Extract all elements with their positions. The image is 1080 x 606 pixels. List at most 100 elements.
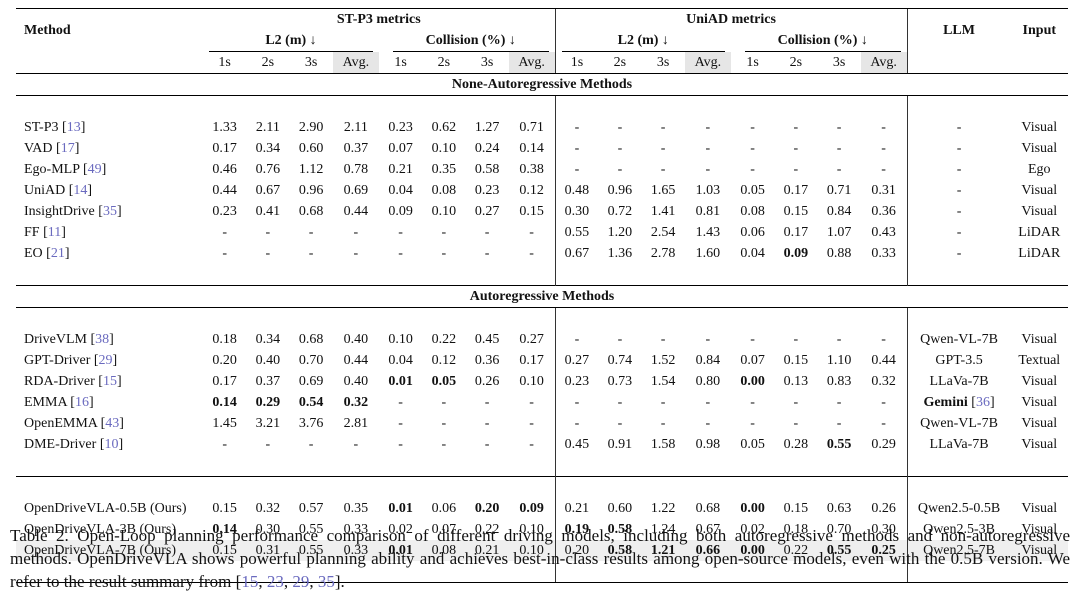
metric-cell: 2.54 (650, 225, 676, 240)
metric-cell: 0.07 (388, 141, 413, 156)
metric-cell: 0.10 (388, 332, 413, 347)
metric-cell: 0.38 (519, 162, 544, 177)
metric-cell: - (660, 141, 666, 156)
llm-label: - (956, 183, 962, 198)
citation-link[interactable]: 36 (975, 395, 990, 410)
citation-link[interactable]: 13 (66, 120, 81, 135)
metric-cell: 0.40 (343, 332, 369, 347)
citation-link[interactable]: 43 (105, 416, 120, 431)
metric-cell: 0.18 (783, 522, 809, 537)
metric-cell: 0.60 (298, 141, 324, 156)
method-label: VAD (24, 141, 53, 156)
metric-cell: - (793, 332, 799, 347)
citation-link[interactable]: 10 (104, 437, 119, 452)
citation-link[interactable]: 14 (73, 183, 88, 198)
metric-cell: 2.90 (298, 120, 324, 135)
citation-link[interactable]: 17 (60, 141, 75, 156)
citation-link[interactable]: 35 (102, 204, 117, 219)
metric-cell: - (881, 162, 886, 177)
citation-link[interactable]: 29 (292, 572, 310, 591)
citation-link[interactable]: 29 (98, 353, 113, 368)
header-uniad-collision: Collision (%) ↓ (745, 30, 901, 52)
metric-cell: 0.68 (695, 501, 721, 516)
citation-link[interactable]: 35 (317, 572, 335, 591)
caption-text: ]. (334, 572, 345, 591)
metric-cell: 0.15 (203, 540, 247, 561)
llm-label: Gemini (923, 395, 968, 410)
metric-cell: 0.35 (343, 501, 369, 516)
metric-cell: - (660, 332, 666, 347)
metric-cell: 0.02 (740, 522, 765, 537)
input-cell: Visual (1021, 204, 1058, 219)
method-label: OpenDriveVLA-7B (Ours) (24, 543, 177, 558)
horizon-header: Avg. (684, 52, 731, 74)
citation-link[interactable]: 23 (266, 572, 284, 591)
metric-cell: - (398, 395, 403, 410)
metric-cell: - (617, 332, 623, 347)
citation-link[interactable]: 15 (241, 572, 259, 591)
metric-cell: 0.67 (554, 243, 599, 264)
metric-cell: 1.03 (695, 183, 721, 198)
metric-cell: 1.41 (650, 204, 676, 219)
citation-link[interactable]: 21 (50, 246, 65, 261)
metric-cell: 0.44 (343, 204, 369, 219)
method-name: OpenEMMA [43] (24, 416, 124, 431)
metric-cell: - (881, 120, 886, 135)
llm-label: - (956, 204, 962, 219)
table-row: OpenDriveVLA-0.5B (Ours) 0.15 0.32 0.57 0.35… (16, 498, 1068, 519)
metric-cell: 0.17 (212, 374, 237, 389)
metric-cell: 0.04 (388, 183, 413, 198)
metric-cell: 0.14 (212, 395, 237, 410)
citation-link[interactable]: 15 (102, 374, 117, 389)
metric-cell: - (554, 392, 599, 413)
input-cell: Visual (1021, 522, 1058, 537)
metric-cell: 0.62 (431, 120, 457, 135)
horizon-header: 3s (289, 52, 333, 74)
llm-cell: - (906, 222, 1011, 243)
metric-cell: 0.48 (554, 180, 599, 201)
llm-label: - (956, 225, 962, 240)
metric-cell: 0.05 (431, 374, 457, 389)
metric-cell: - (750, 416, 755, 431)
citation-link[interactable]: 11 (47, 225, 62, 240)
caption-text: Table 2. Open-Loop planning performance … (10, 526, 1070, 591)
metric-cell: - (554, 329, 599, 350)
method-name: EO [21] (24, 246, 70, 261)
table-row: OpenDriveVLA-3B (Ours) 0.14 0.30 0.55 0.33 0.… (16, 519, 1068, 540)
citation-link[interactable]: 38 (95, 332, 110, 347)
metric-cell: 0.14 (212, 522, 237, 537)
metric-cell: 0.33 (332, 540, 379, 561)
metric-cell: 0.23 (212, 204, 237, 219)
metric-cell: - (881, 332, 886, 347)
citation-link[interactable]: 49 (87, 162, 102, 177)
metric-cell: 0.44 (212, 183, 237, 198)
metric-cell: - (617, 162, 623, 177)
metric-cell: 0.72 (607, 204, 633, 219)
method-label: OpenEMMA (24, 416, 98, 431)
metric-cell: - (793, 141, 799, 156)
metric-cell: - (793, 395, 799, 410)
metric-cell: - (265, 437, 271, 452)
horizon-row: 1s 2s 3s Avg. 1s 2s 3s Avg. 1s 2s 3s Avg. 1s 2s 3s Avg. (16, 52, 1068, 74)
metric-cell: 0.43 (871, 225, 896, 240)
llm-cell: - (906, 201, 1011, 222)
metric-cell: - (529, 416, 534, 431)
method-name: UniAD [14] (24, 183, 93, 198)
metric-cell: - (836, 162, 842, 177)
metric-cell: - (265, 225, 271, 240)
metric-cell: 0.10 (431, 141, 457, 156)
input-cell: Visual (1021, 141, 1058, 156)
input-cell: Visual (1021, 183, 1058, 198)
metric-cell: 0.71 (519, 120, 544, 135)
metric-cell: 0.78 (343, 162, 369, 177)
metric-cell: 0.34 (255, 332, 281, 347)
section-title: None-Autoregressive Methods (16, 73, 1068, 96)
metric-cell: 0.00 (731, 540, 775, 561)
metric-cell: 0.15 (519, 204, 544, 219)
table-row: InsightDrive [35] 0.23 0.41 0.68 0.44 0.09 0.1… (16, 201, 1068, 222)
method-name: ST-P3 [13] (24, 120, 86, 135)
citation-link[interactable]: 16 (74, 395, 89, 410)
metric-cell: 0.83 (826, 374, 852, 389)
metric-cell: 0.15 (212, 501, 237, 516)
metric-cell: - (441, 395, 447, 410)
